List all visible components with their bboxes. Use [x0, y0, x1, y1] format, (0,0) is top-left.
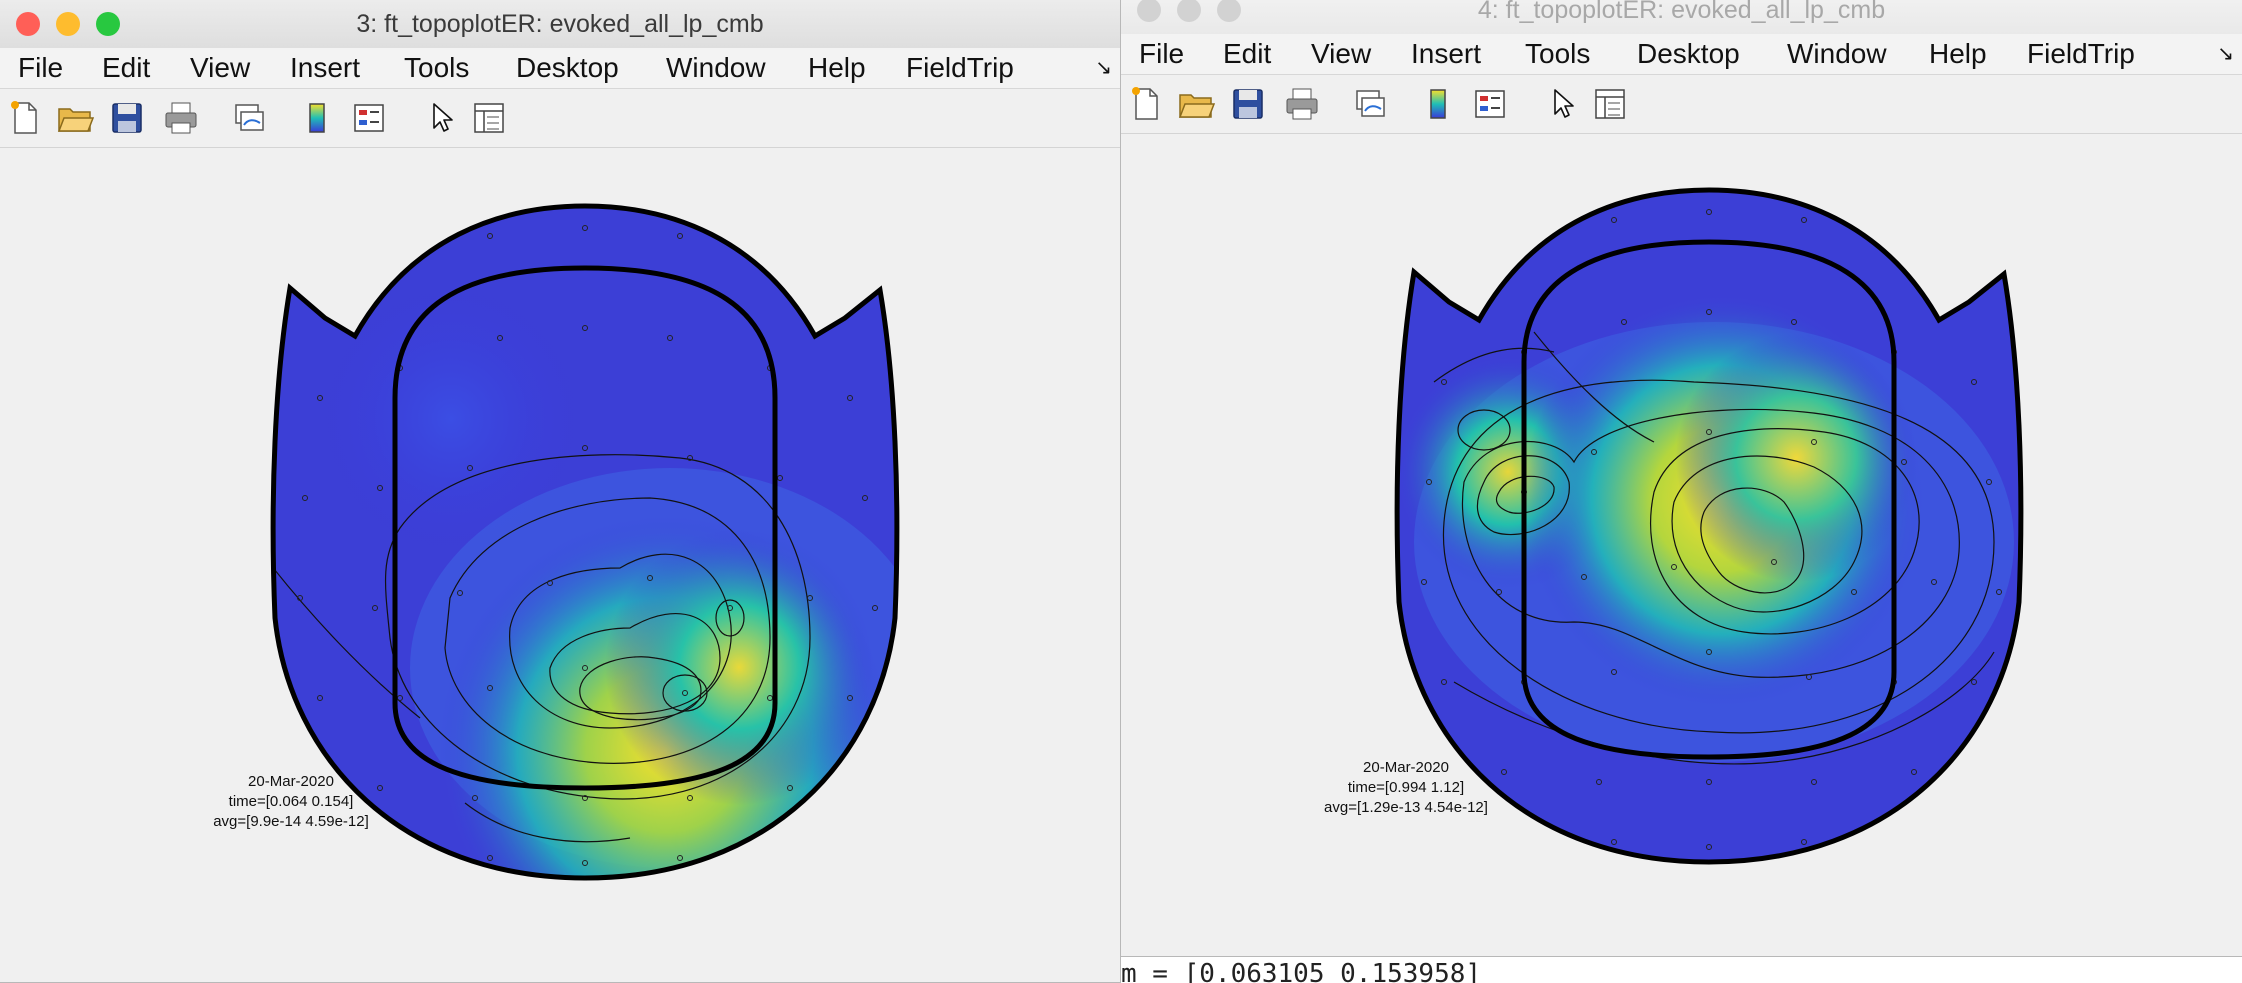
- legend-icon[interactable]: [350, 99, 388, 137]
- close-button[interactable]: [1137, 0, 1161, 22]
- annotation-avg: avg=[9.9e-14 4.59e-12]: [213, 813, 369, 830]
- pointer-icon[interactable]: [1543, 85, 1581, 123]
- menu-tools[interactable]: Tools: [1525, 38, 1591, 69]
- figure-toolbar: [1121, 75, 2242, 134]
- annotation-avg: avg=[1.29e-13 4.54e-12]: [1324, 799, 1488, 816]
- minimize-button[interactable]: [56, 12, 80, 36]
- menu-help[interactable]: Help: [1929, 38, 1987, 69]
- pointer-icon[interactable]: [422, 99, 460, 137]
- menu-desktop[interactable]: Desktop: [516, 52, 619, 83]
- menu-file[interactable]: File: [18, 52, 64, 83]
- menu-bar: File Edit View Insert Tools Desktop Wind…: [1121, 34, 2242, 75]
- annotation-date: 20-Mar-2020: [248, 773, 334, 790]
- menu-view[interactable]: View: [190, 52, 251, 83]
- menu-window[interactable]: Window: [1787, 38, 1887, 69]
- menu-edit[interactable]: Edit: [102, 52, 151, 83]
- print-icon[interactable]: [1283, 85, 1321, 123]
- open-folder-icon[interactable]: [56, 99, 94, 137]
- save-icon[interactable]: [1229, 85, 1267, 123]
- topoplot-axes[interactable]: [1374, 182, 2044, 872]
- plot-annotation: 20-Mar-2020 time=[0.064 0.154] avg=[9.9e…: [200, 772, 382, 832]
- annotation-time: time=[0.064 0.154]: [228, 793, 354, 810]
- menu-edit[interactable]: Edit: [1223, 38, 1272, 69]
- window-title: 3: ft_topoplotER: evoked_all_lp_cmb: [356, 10, 764, 38]
- menu-overflow-icon[interactable]: ↘: [1095, 57, 1112, 79]
- plot-annotation: 20-Mar-2020 time=[0.994 1.12] avg=[1.29e…: [1315, 758, 1497, 818]
- new-file-icon[interactable]: [1127, 85, 1165, 123]
- figure-window-3[interactable]: 3: ft_topoplotER: evoked_all_lp_cmb File…: [0, 0, 1120, 982]
- topoplot-axes[interactable]: [250, 198, 920, 888]
- menu-desktop[interactable]: Desktop: [1637, 38, 1740, 69]
- menu-tools[interactable]: Tools: [404, 52, 470, 83]
- colorbar-icon[interactable]: [298, 99, 336, 137]
- window-title: 4: ft_topoplotER: evoked_all_lp_cmb: [1477, 0, 1886, 24]
- menu-insert[interactable]: Insert: [1411, 38, 1482, 69]
- minimize-button[interactable]: [1177, 0, 1201, 22]
- property-inspector-icon[interactable]: [470, 99, 508, 137]
- command-window-strip[interactable]: m = [0.063105 0.153958]: [1121, 956, 2242, 983]
- zoom-button[interactable]: [1217, 0, 1241, 22]
- save-icon[interactable]: [108, 99, 146, 137]
- figure-window-4[interactable]: 4: ft_topoplotER: evoked_all_lp_cmb File…: [1121, 0, 2242, 956]
- link-plot-icon[interactable]: [1351, 85, 1389, 123]
- new-file-icon[interactable]: [6, 99, 44, 137]
- legend-icon[interactable]: [1471, 85, 1509, 123]
- close-button[interactable]: [16, 12, 40, 36]
- menu-fieldtrip[interactable]: FieldTrip: [906, 52, 1014, 83]
- title-bar[interactable]: 3: ft_topoplotER: evoked_all_lp_cmb: [0, 0, 1120, 49]
- menu-bar: File Edit View Insert Tools Desktop Wind…: [0, 48, 1120, 89]
- property-inspector-icon[interactable]: [1591, 85, 1629, 123]
- annotation-time: time=[0.994 1.12]: [1347, 779, 1465, 796]
- console-output: m = [0.063105 0.153958]: [1121, 959, 1482, 983]
- annotation-date: 20-Mar-2020: [1363, 759, 1449, 776]
- figure-canvas[interactable]: 20-Mar-2020 time=[0.064 0.154] avg=[9.9e…: [0, 148, 1120, 982]
- open-folder-icon[interactable]: [1177, 85, 1215, 123]
- menu-window[interactable]: Window: [666, 52, 766, 83]
- link-plot-icon[interactable]: [230, 99, 268, 137]
- menu-insert[interactable]: Insert: [290, 52, 361, 83]
- figure-canvas[interactable]: 20-Mar-2020 time=[0.994 1.12] avg=[1.29e…: [1121, 134, 2242, 956]
- menu-file[interactable]: File: [1139, 38, 1185, 69]
- colorbar-icon[interactable]: [1419, 85, 1457, 123]
- menu-help[interactable]: Help: [808, 52, 866, 83]
- figure-toolbar: [0, 89, 1120, 148]
- zoom-button[interactable]: [96, 12, 120, 36]
- menu-overflow-icon[interactable]: ↘: [2217, 43, 2234, 65]
- menu-fieldtrip[interactable]: FieldTrip: [2027, 38, 2135, 69]
- menu-view[interactable]: View: [1311, 38, 1372, 69]
- title-bar[interactable]: 4: ft_topoplotER: evoked_all_lp_cmb: [1121, 0, 2242, 35]
- print-icon[interactable]: [162, 99, 200, 137]
